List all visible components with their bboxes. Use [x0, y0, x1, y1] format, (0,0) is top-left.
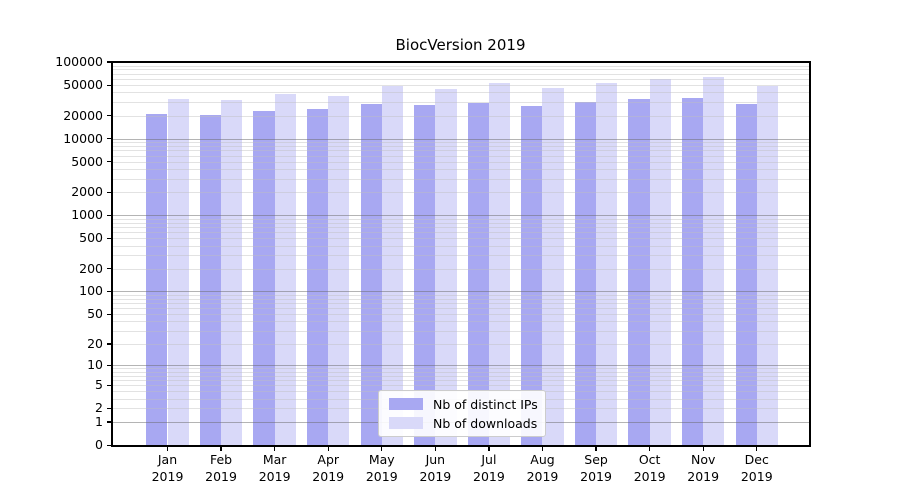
legend-entry-distinct-ips: Nb of distinct IPs: [379, 398, 545, 411]
axis-spine-right: [809, 61, 811, 446]
bar-distinct-ips-aug: [521, 106, 543, 445]
x-tick-label: Dec 2019: [740, 452, 773, 484]
y-tick-mark: [107, 384, 111, 387]
bar-distinct-ips-oct: [628, 99, 650, 445]
y-tick-label: 20: [87, 335, 103, 351]
bar-downloads-sep: [596, 83, 618, 445]
axis-spine-bottom: [111, 445, 811, 447]
y-tick-mark: [107, 364, 111, 367]
bar-distinct-ips-dec: [735, 104, 757, 445]
bar-distinct-ips-feb: [199, 114, 222, 445]
y-tick-label: 20000: [63, 107, 103, 123]
bar-downloads-feb: [221, 100, 243, 445]
x-tick-label: Aug 2019: [526, 452, 559, 484]
y-tick-mark: [107, 161, 111, 163]
y-tick-mark: [107, 313, 111, 315]
bar-downloads-dec: [756, 86, 778, 445]
x-tick-mark: [756, 446, 758, 451]
x-tick-mark: [649, 446, 651, 451]
y-tick-label: 200: [79, 260, 103, 276]
y-tick-mark: [107, 138, 111, 140]
x-tick-mark: [595, 446, 597, 451]
legend-entry-downloads: Nb of downloads: [379, 417, 545, 430]
bars-layer: [112, 62, 809, 445]
y-tick-label: 100: [79, 283, 103, 299]
bar-downloads-nov: [703, 77, 725, 445]
axis-spine-top: [111, 61, 811, 63]
y-tick-mark: [107, 115, 111, 117]
y-tick-label: 500: [79, 230, 103, 246]
bar-downloads-jul: [488, 83, 511, 445]
y-tick-label: 50: [87, 306, 103, 322]
x-tick-label: May 2019: [365, 452, 398, 484]
y-tick-mark: [107, 421, 111, 423]
y-tick-mark: [107, 237, 111, 239]
legend-label-distinct-ips: Nb of distinct IPs: [433, 396, 538, 412]
plot-area: Nb of distinct IPs Nb of downloads: [112, 62, 809, 445]
x-tick-label: Sep 2019: [580, 452, 612, 484]
legend: Nb of distinct IPs Nb of downloads: [378, 390, 546, 437]
bar-distinct-ips-jan: [146, 113, 168, 445]
x-tick-label: Nov 2019: [687, 452, 720, 484]
bar-distinct-ips-apr: [307, 109, 329, 445]
y-tick-mark: [107, 191, 111, 193]
y-tick-mark: [107, 214, 111, 216]
chart-title: BiocVersion 2019: [395, 36, 526, 54]
x-tick-mark: [488, 446, 490, 451]
bar-distinct-ips-jul: [467, 103, 489, 445]
x-tick-mark: [327, 446, 329, 451]
bar-distinct-ips-may: [360, 103, 382, 445]
x-tick-mark: [702, 446, 704, 451]
y-tick-label: 2000: [71, 184, 103, 200]
bar-downloads-aug: [542, 87, 564, 445]
x-tick-label: Apr 2019: [312, 452, 345, 484]
bar-distinct-ips-nov: [682, 98, 704, 445]
x-tick-label: Jul 2019: [473, 452, 505, 484]
x-tick-mark: [274, 446, 276, 451]
y-tick-label: 2: [95, 400, 103, 416]
x-tick-mark: [381, 446, 383, 451]
x-tick-label: Mar 2019: [258, 452, 291, 484]
bar-downloads-jan: [167, 98, 189, 445]
x-tick-mark: [541, 446, 544, 451]
x-tick-mark: [166, 446, 169, 451]
x-tick-label: Feb 2019: [205, 452, 237, 484]
y-tick-mark: [107, 290, 111, 293]
x-tick-mark: [220, 446, 222, 451]
y-tick-label: 0: [95, 437, 103, 452]
bar-downloads-mar: [274, 93, 296, 445]
bar-downloads-jun: [435, 88, 457, 445]
y-tick-mark: [107, 84, 111, 86]
legend-label-downloads: Nb of downloads: [433, 415, 538, 431]
bar-distinct-ips-sep: [574, 102, 597, 445]
y-tick-label: 50000: [63, 77, 103, 93]
axis-spine-left: [111, 61, 113, 446]
y-tick-label: 5000: [71, 153, 103, 169]
y-tick-mark: [107, 61, 111, 63]
y-tick-label: 1: [95, 413, 103, 429]
legend-swatch-downloads-icon: [389, 416, 423, 430]
x-tick-label: Jun 2019: [419, 452, 452, 484]
y-tick-mark: [107, 407, 111, 410]
y-tick-label: 5: [95, 377, 103, 393]
bar-distinct-ips-mar: [253, 110, 275, 445]
bar-downloads-may: [381, 85, 403, 445]
y-tick-mark: [107, 444, 111, 446]
bar-distinct-ips-jun: [414, 104, 436, 445]
y-tick-label: 10000: [63, 130, 103, 146]
y-tick-label: 10: [87, 357, 103, 373]
legend-swatch-distinct-ips-icon: [389, 397, 423, 411]
x-tick-label: Oct 2019: [633, 452, 666, 484]
x-tick-mark: [434, 446, 437, 451]
y-tick-label: 1000: [71, 207, 103, 223]
y-tick-label: 100000: [55, 53, 103, 69]
y-tick-mark: [107, 343, 111, 345]
bar-downloads-apr: [328, 95, 350, 445]
bar-downloads-oct: [649, 79, 671, 445]
x-tick-label: Jan 2019: [151, 452, 184, 484]
y-tick-mark: [107, 268, 111, 270]
